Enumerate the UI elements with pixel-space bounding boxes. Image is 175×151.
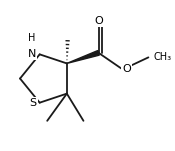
- Polygon shape: [67, 51, 99, 63]
- Text: N: N: [28, 49, 36, 59]
- Text: H: H: [28, 33, 36, 43]
- Text: S: S: [29, 98, 36, 108]
- Text: CH₃: CH₃: [154, 52, 172, 62]
- Text: O: O: [94, 16, 103, 26]
- Text: O: O: [122, 64, 131, 74]
